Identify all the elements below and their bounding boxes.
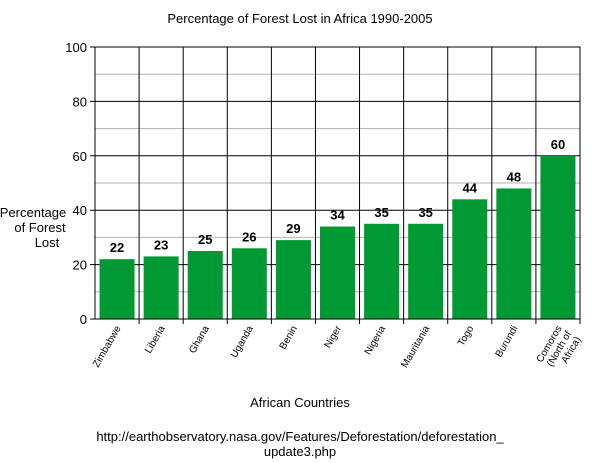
x-tick-label: Togo <box>456 324 477 349</box>
source-line-1: http://earthobservatory.nasa.gov/Feature… <box>96 429 504 444</box>
bar <box>540 155 576 319</box>
x-tick-label: Uganda <box>229 324 256 360</box>
bar-value-label: 35 <box>418 205 432 220</box>
y-tick-label: 60 <box>73 149 87 164</box>
bar <box>408 223 444 319</box>
bar-value-label: 60 <box>551 137 565 152</box>
x-tick-label: Niger <box>323 323 345 350</box>
bar-value-label: 22 <box>110 240 124 255</box>
x-tick-label: Mauritania <box>399 324 432 370</box>
y-tick-label: 20 <box>73 258 87 273</box>
x-tick-label: Comoros(North ofAfrica) <box>535 324 584 376</box>
x-tick-label: Burundi <box>494 324 521 359</box>
y-tick-label: 40 <box>73 203 87 218</box>
x-axis-label: African Countries <box>250 395 350 410</box>
bar-value-label: 48 <box>507 169 521 184</box>
x-tick-label: Nigeria <box>363 324 389 357</box>
plot-area: 0 20 40 60 80 100 22 Zimbabwe 23 Liberia 25 Ghana 26… <box>65 40 584 376</box>
bar-value-label: 44 <box>463 180 478 195</box>
bar-value-label: 35 <box>374 205 388 220</box>
bar <box>364 223 400 319</box>
y-tick-label: 0 <box>80 312 87 327</box>
bar-value-label: 26 <box>242 229 256 244</box>
bar <box>452 199 488 319</box>
bar-value-label: 25 <box>198 232 212 247</box>
bar <box>275 240 311 319</box>
plot-border <box>94 46 581 320</box>
bar <box>187 251 223 319</box>
bar <box>99 259 135 319</box>
bar <box>496 188 532 319</box>
y-tick-label: 80 <box>73 94 87 109</box>
x-tick-label: Ghana <box>187 324 212 356</box>
bar-value-label: 29 <box>286 221 300 236</box>
chart-title: Percentage of Forest Lost in Africa 1990… <box>167 11 432 26</box>
bar <box>143 256 179 319</box>
source-line-2: update3.php <box>264 444 336 459</box>
y-axis-label-line-3: Lost <box>35 235 60 250</box>
bar <box>231 248 267 319</box>
x-tick-label: Zimbabwe <box>91 324 124 370</box>
x-tick-label: Liberia <box>143 324 168 356</box>
x-tick-label: Benin <box>278 324 300 352</box>
y-tick-label: 100 <box>65 40 87 55</box>
y-axis-label-line-1: Percentage <box>0 205 66 220</box>
bar-value-label: 23 <box>154 237 168 252</box>
y-axis-label-line-2: of Forest <box>14 220 66 235</box>
bar-value-label: 34 <box>330 208 345 223</box>
bar <box>320 226 355 319</box>
